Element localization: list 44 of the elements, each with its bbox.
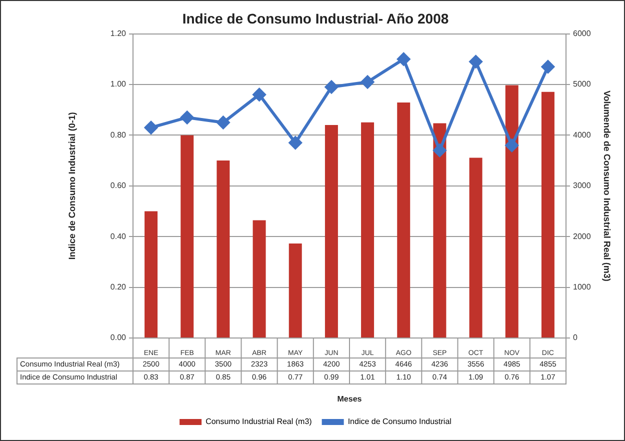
y2-tick-label: 6000	[573, 29, 592, 38]
y2-tick-label: 5000	[573, 80, 592, 89]
bar	[505, 85, 518, 338]
point	[397, 52, 410, 66]
y2-tick-label: 2000	[573, 232, 592, 241]
y-tick-label: 1.20	[110, 29, 127, 38]
chart-title: Indice de Consumo Industrial- Año 2008	[182, 10, 449, 26]
y-tick-label: 0.40	[110, 232, 127, 241]
point	[144, 121, 158, 134]
y-tick-label: 0.00	[110, 333, 127, 342]
point	[216, 116, 230, 130]
bar	[541, 92, 554, 338]
point	[469, 55, 482, 68]
y-tick-label: 0.20	[110, 282, 127, 292]
y-tick-label: 0.60	[110, 181, 127, 190]
point	[505, 138, 518, 152]
bar	[397, 102, 410, 338]
legend-label: Indice de Consumo Industrial	[348, 417, 452, 426]
y2-tick-label: 0	[573, 333, 578, 342]
y-tick-label: 1.00	[110, 80, 127, 89]
bar	[216, 160, 230, 338]
point	[361, 75, 374, 88]
bar	[288, 244, 302, 338]
bar	[361, 122, 374, 338]
point	[288, 136, 302, 150]
bar	[180, 135, 194, 338]
point	[324, 80, 338, 94]
point	[252, 88, 266, 102]
bar	[252, 220, 266, 338]
legend-label: Consumo Industrial Real (m3)	[206, 417, 312, 426]
point	[433, 144, 446, 157]
y-axis-title: Indice de Consumo Industrial (0-1)	[66, 112, 77, 260]
y2-tick-label: 3000	[573, 181, 592, 190]
x-axis-title: Meses	[337, 394, 362, 404]
point	[180, 110, 194, 124]
y2-tick-label: 4000	[573, 130, 592, 140]
bar	[469, 158, 482, 338]
bar	[433, 123, 446, 338]
y-tick-label: 0.80	[110, 130, 127, 140]
point	[541, 60, 554, 74]
y2-tick-label: 1000	[573, 282, 592, 292]
bar	[144, 211, 158, 338]
y2-axis-title: Volumende de Consumo Industrial Real (m3)	[602, 90, 612, 282]
bar	[324, 125, 338, 338]
